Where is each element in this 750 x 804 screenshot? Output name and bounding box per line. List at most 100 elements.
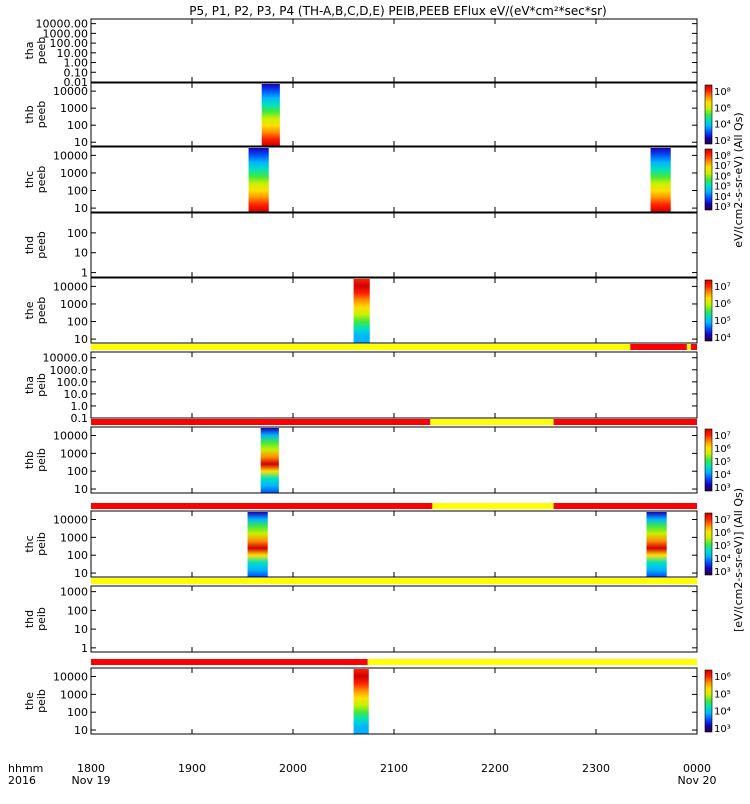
y-tick-label: 100 [67,316,88,329]
colorbar-label: 10⁵ [714,316,731,327]
y-axis-label-probe: thd [23,610,36,628]
x-tick-label: 2200 [481,762,509,775]
y-tick-label: 10 [74,202,88,215]
y-axis-label-product: peeb [35,297,48,325]
colorbar-label: 10⁵ [714,457,731,468]
panel-frame [90,585,698,653]
y-tick-label: 1.00 [64,57,89,70]
colorbar-label: 10⁴ [714,470,731,481]
y-tick-label: 10000 [53,514,88,527]
colorbar-label: 10⁷ [714,515,731,526]
y-tick-label: 1000.0 [50,364,89,377]
y-axis-label-probe: tha [23,376,36,394]
y-tick-label: 10000.0 [43,352,89,365]
y-tick-label: 1.0 [71,400,89,413]
flag-segment [91,578,697,584]
panel-frame [90,82,698,147]
colorbar-units-peeb: eV/(cm2-s-sr-eV) (All Qs) [732,112,745,247]
panel-frame [90,18,698,83]
flag-segment [430,419,554,425]
y-tick-label: 10000 [53,671,88,684]
colorbar-units-peib: [eV/(cm2-s-sr-eV)] (All Qs) [732,488,745,632]
y-axis-label-product: peeb [35,101,48,129]
y-tick-label: 1000 [60,531,88,544]
y-tick-label: 1000.00 [43,27,89,40]
y-tick-label: 10 [74,724,88,737]
y-tick-label: 1000 [60,167,88,180]
colorbar-label: 10³ [714,724,731,735]
colorbar [704,428,713,492]
time-axis: eV/(cm2-s-sr-eV) (All Qs) [eV/(cm2-s-sr-e… [72,112,745,787]
y-tick-label: 10000 [53,430,88,443]
y-tick-label: 10 [74,247,88,260]
colorbar-label: 10⁴ [714,707,731,718]
colorbar-label: 10⁴ [714,192,731,203]
panel-the-peeb: 10000 1000 100 10 the peeb 10⁷ 10⁶ 10⁵ 10⁴ [23,277,731,346]
y-tick-label: 1 [81,642,88,655]
panel-frame [90,510,698,578]
colorbar-label: 10⁶ [714,672,731,683]
y-tick-label: 10 [74,136,88,149]
colorbar [704,148,713,211]
time-axis-row1-label: hhmm [8,762,43,775]
time-axis-row2-label: 2016 [8,774,36,787]
y-tick-label: 10.00 [57,47,89,60]
colorbar-label: 10⁵ [714,689,731,700]
x-tick-date-label: Nov 19 [72,774,111,787]
y-tick-label: 0.1 [71,412,89,425]
y-tick-label: 1000 [60,298,88,311]
colorbar-label: 10⁸ [714,87,731,98]
y-tick-label: 100 [67,119,88,132]
y-tick-label: 100 [67,604,88,617]
panel-thd-peib: 1000 100 10 1 thd peib [23,578,698,655]
y-tick-label: 10 [74,623,88,636]
y-tick-label: 0.01 [64,76,89,89]
colorbar-label: 10⁶ [714,171,731,182]
colorbar [704,84,713,145]
flag-segment [91,503,433,509]
x-tick-label: 2300 [582,762,610,775]
spectrogram-block [353,669,369,734]
spectrogram-block [260,428,279,493]
y-tick-label: 1 [81,267,88,280]
x-tick-label: 1900 [178,762,206,775]
colorbar-label: 10⁵ [714,182,731,193]
chart-title: P5, P1, P2, P3, P4 (TH-A,B,C,D,E) PEIB,P… [189,4,606,18]
colorbar-label: 10⁴ [714,333,731,344]
spectrogram-block [353,279,370,343]
y-tick-label: 1000 [60,688,88,701]
flag-segment [367,659,697,665]
panel-frame [90,351,698,419]
colorbar-label: 10⁴ [714,554,731,565]
spectrogram-block [247,512,268,577]
y-axis-label-probe: thc [23,535,36,552]
y-tick-label: 10 [74,333,88,346]
colorbar-label: 10⁷ [714,431,731,442]
y-axis-label-product: peib [35,607,48,631]
y-axis-label-probe: tha [23,41,36,59]
flag-segment [553,419,697,425]
y-tick-label: 10 [74,483,88,496]
flag-segment [630,344,687,350]
y-axis-label-probe: thb [23,451,36,469]
y-tick-label: 0.10 [64,66,89,79]
y-axis-label-probe: thb [23,105,36,123]
y-tick-label: 10000 [53,280,88,293]
y-axis-label-product: peib [35,689,48,713]
colorbar-label: 10⁷ [714,282,731,293]
y-tick-label: 10000 [53,85,88,98]
flag-segment [690,344,697,350]
colorbar [704,279,713,342]
spectrogram-block [261,84,280,146]
panel-frame [90,277,698,344]
panel-thb-peeb: 10000 1000 100 10 thb peeb 10⁸ 10⁶ 10⁴ 10² [23,82,731,149]
y-tick-label: 10 [74,567,88,580]
panel-frame [90,426,698,494]
x-tick-label: 2000 [279,762,307,775]
x-tick-label: 0000 [683,762,711,775]
